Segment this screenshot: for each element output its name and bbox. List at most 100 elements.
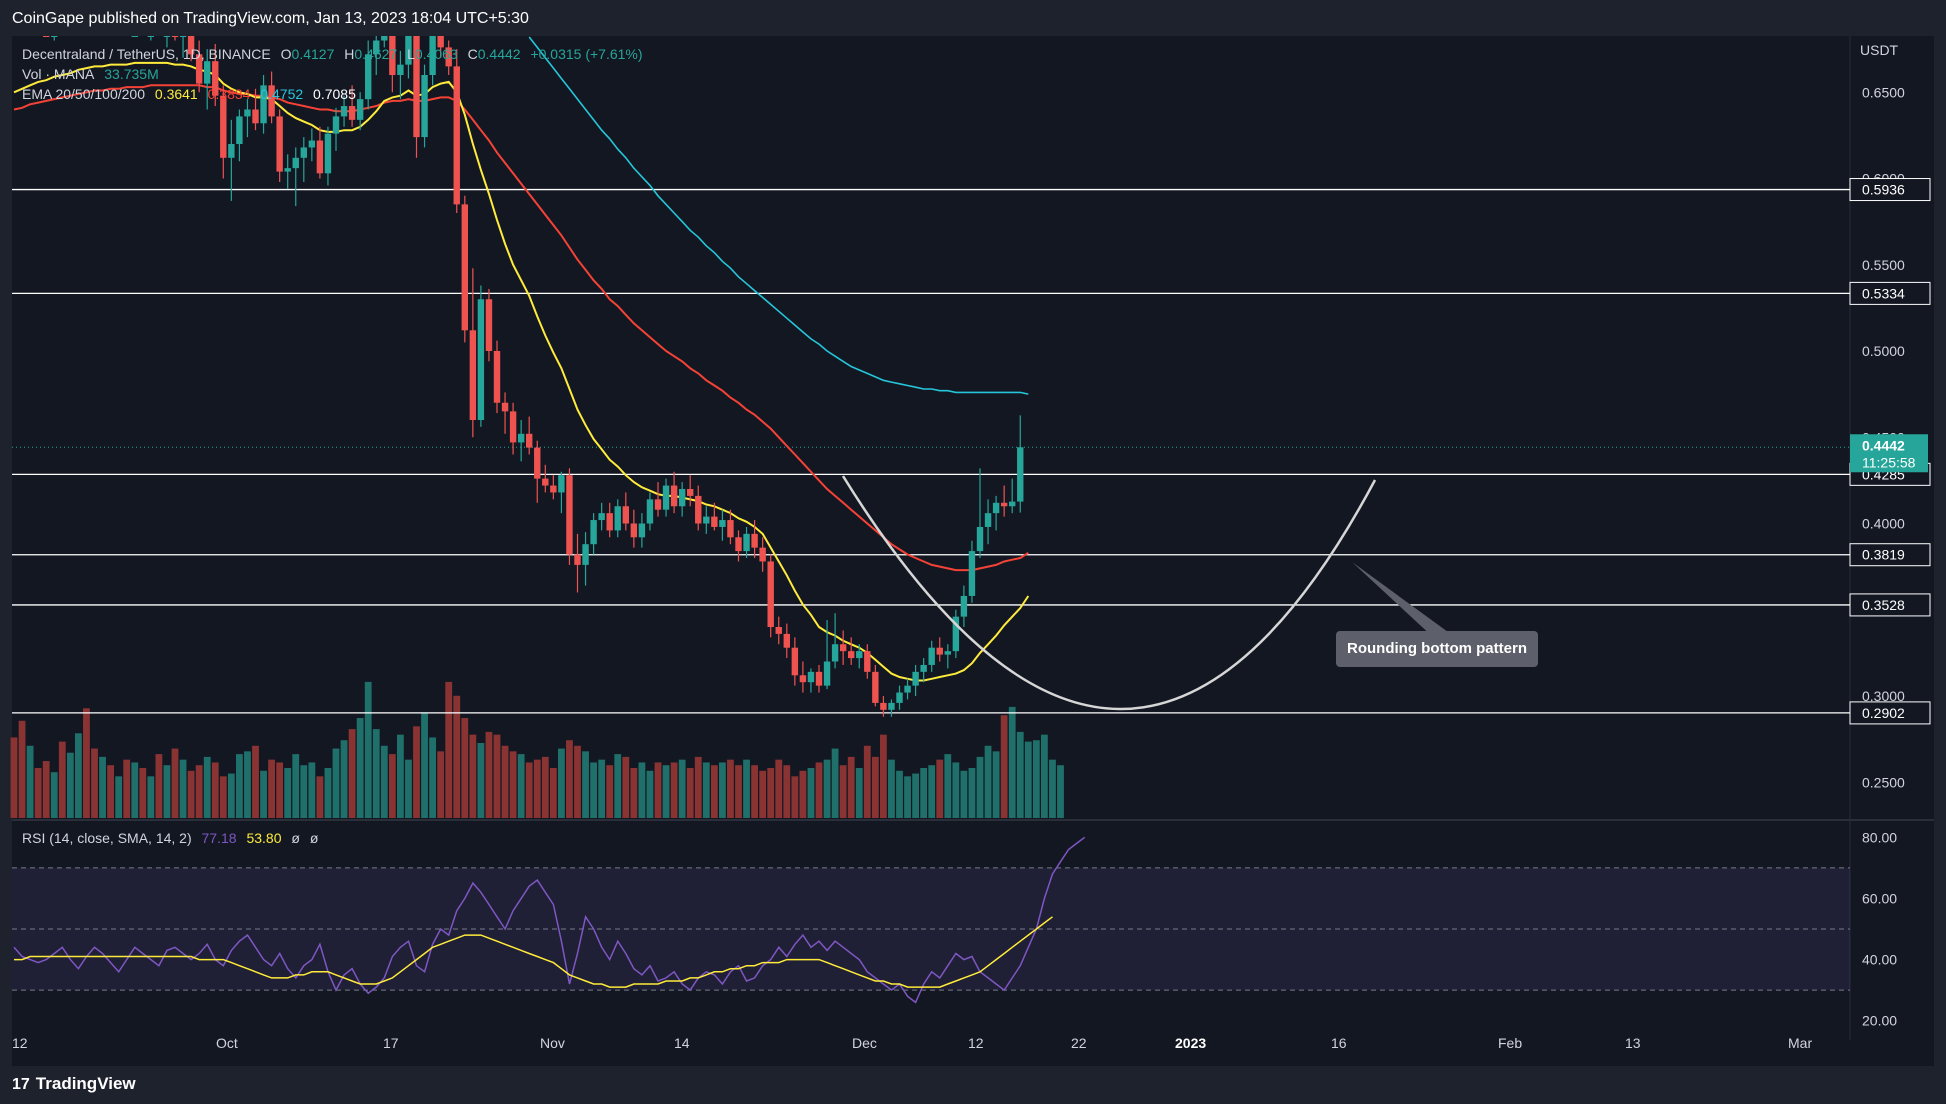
candle-body: [711, 516, 718, 527]
volume-bar: [1041, 734, 1048, 818]
volume-bar: [429, 737, 436, 818]
volume-bar: [815, 762, 823, 818]
volume-bar: [308, 762, 316, 818]
candle-body: [381, 36, 388, 41]
volume-bar: [880, 734, 887, 818]
volume-bar: [710, 765, 718, 818]
candle-body: [968, 551, 976, 596]
time-tick-label: 22: [1071, 1035, 1087, 1051]
volume-bar: [582, 751, 589, 818]
volume-bar: [397, 734, 404, 818]
candle-body: [928, 647, 935, 665]
ema100-line: [528, 36, 1029, 395]
volume-bar: [968, 768, 976, 818]
volume-bar: [469, 734, 477, 818]
candle-body: [791, 647, 799, 676]
volume-bar: [501, 745, 509, 818]
volume-bar: [203, 756, 211, 818]
price-tick-label: 0.3000: [1862, 688, 1905, 704]
low-label: L: [407, 46, 415, 62]
volume-bar: [300, 765, 308, 818]
candle-body: [952, 616, 960, 652]
ema20-line: [13, 61, 1030, 682]
volume-bar: [219, 776, 227, 818]
volume-bar: [630, 768, 638, 818]
volume-bar: [372, 729, 380, 818]
candle-body: [831, 644, 839, 662]
volume-bar: [855, 768, 863, 818]
volume-bar: [920, 768, 928, 818]
candle-body: [678, 489, 686, 507]
candle-body: [187, 36, 195, 55]
volume-bar: [614, 754, 622, 818]
candle-body: [856, 651, 863, 659]
volume-bar: [131, 762, 139, 818]
volume-bar: [332, 748, 340, 818]
volume-bar: [348, 729, 356, 818]
rsi-label[interactable]: RSI (14, close, SMA, 14, 2): [22, 830, 192, 846]
volume-bar: [743, 759, 750, 818]
candle-body: [437, 36, 444, 48]
volume-bar: [42, 761, 50, 818]
candle-body: [783, 633, 790, 648]
candle-body: [582, 544, 589, 565]
volume-bar: [662, 765, 670, 818]
ema200-value: 0.7085: [313, 86, 356, 102]
candle-body: [147, 36, 155, 37]
volume-label[interactable]: Vol · MANA: [22, 66, 95, 82]
candle-body: [703, 516, 710, 524]
volume-bar: [1008, 706, 1016, 818]
candle-body: [526, 433, 533, 448]
candle-body: [220, 95, 227, 158]
volume-bar: [26, 745, 34, 818]
candle-body: [767, 561, 774, 627]
candle-body: [638, 523, 646, 538]
volume-bar: [50, 772, 58, 818]
candle-body: [276, 116, 283, 172]
candle-body: [485, 299, 493, 351]
candle-body: [429, 36, 436, 75]
candle-body: [389, 36, 396, 75]
open-value: 0.4127: [291, 46, 335, 62]
candle-body: [799, 675, 807, 683]
chart-frame[interactable]: [12, 36, 1934, 1066]
volume-bar: [888, 759, 895, 818]
volume-bar: [670, 762, 678, 818]
volume-bar: [525, 762, 533, 818]
volume-bar: [1049, 759, 1056, 818]
volume-bar: [115, 776, 123, 818]
candle-body: [348, 106, 356, 120]
volume-bar: [976, 756, 984, 818]
level-label-box: [1849, 701, 1931, 725]
level-label: 0.5334: [1862, 285, 1905, 301]
close-label: C: [467, 46, 478, 62]
symbol-title[interactable]: Decentraland / TetherUS, 1D, BINANCE: [22, 46, 271, 62]
candle-body: [477, 299, 485, 420]
volume-bar: [227, 773, 235, 818]
candle-body: [268, 85, 275, 117]
time-tick-label: 12: [968, 1035, 984, 1051]
symbol-legend: Decentraland / TetherUS, 1D, BINANCE O0.…: [22, 46, 649, 62]
rounding-bottom-callout[interactable]: Rounding bottom pattern: [1336, 631, 1538, 667]
candle-body: [300, 147, 307, 158]
low-value: 0.4063: [414, 46, 458, 62]
volume-bar: [34, 768, 42, 818]
volume-bar: [244, 751, 251, 818]
tradingview-logo[interactable]: 17 TradingView: [12, 1074, 136, 1094]
candle-body: [622, 506, 629, 524]
volume-bar: [558, 748, 565, 818]
candle-body: [260, 85, 267, 124]
candle-body: [920, 664, 927, 672]
volume-bar: [1000, 715, 1008, 818]
volume-bar: [453, 695, 461, 818]
ema-label[interactable]: EMA 20/50/100/200: [22, 86, 145, 102]
price-tick-label: 0.4000: [1862, 516, 1905, 532]
time-tick-label: Nov: [540, 1035, 565, 1051]
candle-body: [823, 661, 831, 686]
footer-bar: [0, 1066, 1946, 1104]
volume-bar: [928, 765, 936, 818]
candle-body: [252, 109, 259, 124]
volume-bar: [179, 759, 187, 818]
volume-bar: [413, 726, 420, 818]
